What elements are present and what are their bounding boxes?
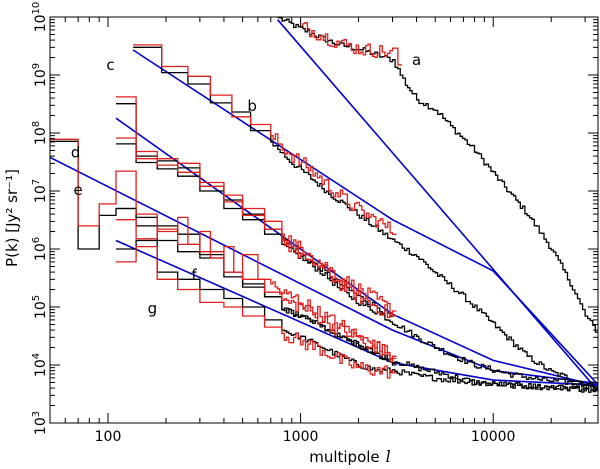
curve-label-b: b bbox=[247, 97, 257, 115]
curve-b-red bbox=[133, 44, 397, 235]
tick-label-layer: 100 1000 10000 103 104 105 106 107 108 109 1010 bbox=[31, 2, 515, 445]
x-tick-label-100: 100 bbox=[95, 429, 122, 445]
curve-d-black bbox=[116, 143, 598, 393]
y-tick-label-6: 106 bbox=[31, 237, 49, 261]
y-tick-label-4: 104 bbox=[31, 353, 49, 377]
y-tick-label-9: 109 bbox=[31, 63, 49, 87]
fit-line-d bbox=[115, 117, 598, 387]
curve-a-red bbox=[300, 22, 402, 66]
curve-label-f: f bbox=[191, 266, 197, 284]
tick-layer bbox=[49, 16, 598, 424]
curve-a-black bbox=[277, 17, 598, 334]
curve-label-layer: a b c d e f g bbox=[71, 51, 421, 317]
curve-label-c: c bbox=[106, 56, 114, 74]
curve-b-black bbox=[133, 46, 598, 389]
y-tick-label-8: 108 bbox=[31, 121, 49, 145]
curve-label-e: e bbox=[73, 181, 82, 199]
fit-line-b bbox=[132, 49, 598, 386]
fit-line-f bbox=[115, 239, 598, 386]
y-tick-label-3: 103 bbox=[31, 411, 49, 435]
x-tick-label-1000: 1000 bbox=[283, 429, 319, 445]
x-axis-label: multipole l bbox=[309, 447, 391, 466]
fit-line-a bbox=[276, 19, 598, 392]
curve-label-g: g bbox=[148, 299, 158, 317]
curve-label-a: a bbox=[412, 51, 421, 69]
series-layer bbox=[50, 17, 598, 393]
y-tick-label-5: 105 bbox=[31, 295, 49, 319]
x-tick-label-10000: 10000 bbox=[471, 429, 516, 445]
curve-d-red bbox=[116, 137, 397, 318]
plot-frame bbox=[49, 16, 599, 424]
y-tick-label-10: 1010 bbox=[31, 2, 49, 33]
curve-f-black bbox=[116, 207, 397, 366]
curve-label-d: d bbox=[71, 143, 81, 161]
curve-f-red bbox=[116, 216, 397, 363]
curve-g-red bbox=[116, 245, 397, 379]
y-axis-label: P(k) [Jy² sr⁻¹] bbox=[3, 169, 21, 267]
y-tick-label-7: 107 bbox=[31, 179, 49, 203]
